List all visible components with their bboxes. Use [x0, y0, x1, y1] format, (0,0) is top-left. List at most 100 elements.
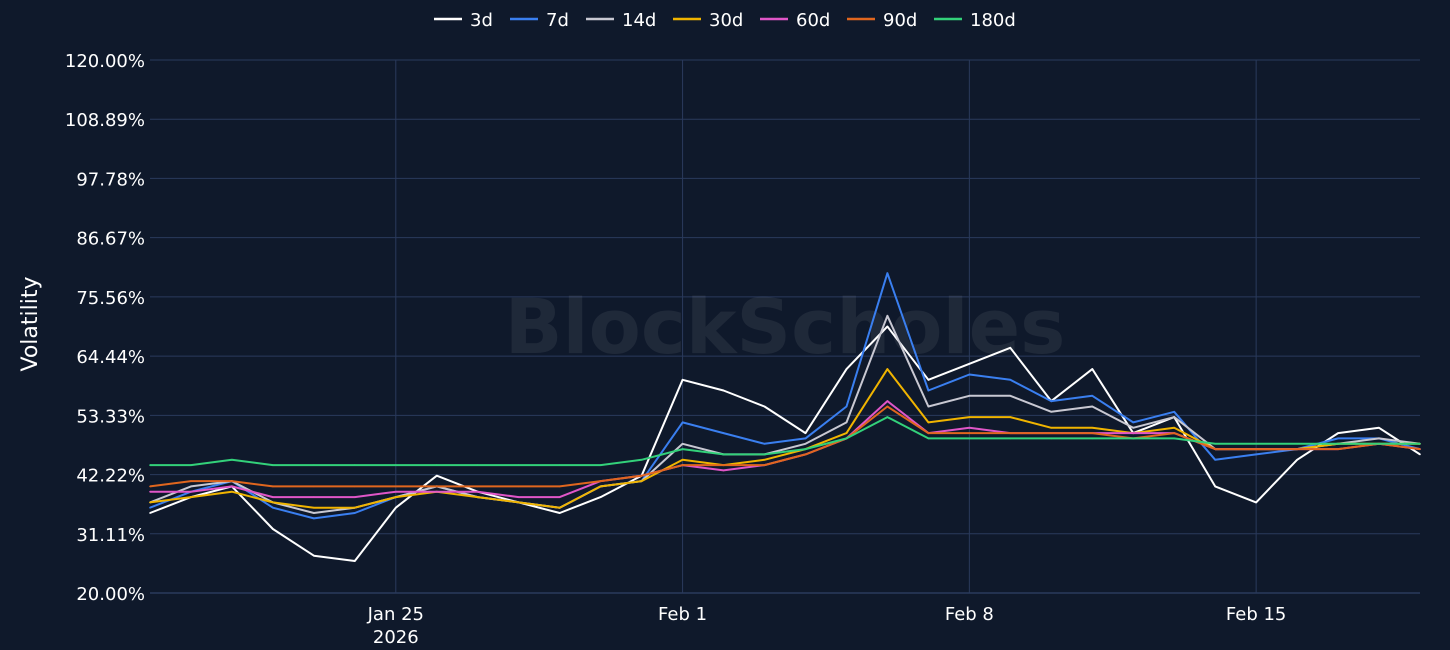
data-point-14d [927, 405, 930, 408]
data-point-180d [354, 464, 356, 466]
legend-item-60d[interactable]: 60d [760, 10, 830, 31]
data-point-14d [190, 485, 192, 488]
data-point-90d [272, 485, 274, 488]
data-point-90d [313, 485, 315, 488]
data-point-180d [886, 416, 889, 418]
data-point-3d [558, 512, 561, 514]
data-point-7d [354, 512, 356, 514]
data-point-90d [1214, 448, 1216, 450]
watermark-text: BlockScholes [505, 282, 1066, 371]
series-lines [149, 272, 1421, 562]
data-point-90d [558, 485, 561, 488]
data-point-90d [436, 485, 438, 488]
data-point-90d [927, 432, 930, 434]
data-point-180d [190, 464, 192, 466]
data-point-3d [599, 496, 602, 498]
data-point-30d [1173, 427, 1175, 429]
data-point-14d [1132, 427, 1134, 429]
data-point-90d [354, 485, 356, 488]
data-point-60d [517, 496, 520, 498]
data-point-90d [476, 485, 479, 488]
y-tick-label: 120.00% [65, 51, 145, 72]
data-point-90d [1173, 432, 1175, 434]
data-point-60d [722, 469, 725, 472]
data-point-7d [927, 389, 930, 392]
data-point-7d [1337, 437, 1339, 440]
data-point-180d [395, 464, 397, 466]
grid [150, 59, 1420, 594]
data-point-180d [1214, 443, 1216, 445]
legend-label: 180d [970, 10, 1016, 31]
data-point-30d [927, 421, 930, 424]
data-point-90d [763, 464, 766, 466]
data-point-14d [968, 395, 971, 397]
y-tick-label: 97.78% [76, 169, 145, 190]
data-point-7d [272, 506, 274, 509]
x-tick-label: Feb 8 [945, 604, 994, 625]
data-point-180d [804, 448, 807, 450]
legend-label: 14d [622, 10, 656, 31]
data-point-3d [1378, 427, 1380, 429]
data-point-180d [476, 464, 479, 466]
data-point-14d [886, 315, 889, 317]
x-tick-label: Jan 25 [367, 604, 424, 625]
data-point-30d [640, 480, 643, 482]
data-point-180d [1296, 443, 1298, 445]
data-point-3d [1255, 501, 1257, 504]
data-point-7d [1214, 459, 1216, 461]
series-line-180d [150, 416, 1420, 467]
y-axis-label: Volatility [18, 276, 43, 371]
data-point-7d [313, 517, 315, 520]
y-tick-label: 86.67% [76, 229, 145, 250]
data-point-14d [804, 443, 807, 445]
data-point-3d [1091, 368, 1094, 370]
data-point-180d [599, 464, 602, 466]
y-tick-label: 75.56% [76, 288, 145, 309]
data-point-3d [436, 474, 438, 477]
data-point-90d [395, 485, 397, 488]
data-point-60d [436, 490, 438, 493]
data-point-180d [517, 464, 520, 466]
data-point-180d [1255, 443, 1257, 445]
data-point-7d [1009, 379, 1012, 381]
data-point-7d [1173, 411, 1175, 413]
data-point-60d [272, 496, 274, 498]
data-point-7d [149, 506, 151, 509]
data-point-90d [886, 405, 889, 408]
data-point-3d [395, 506, 397, 509]
legend-item-3d[interactable]: 3d [434, 10, 493, 31]
data-point-3d [804, 432, 807, 434]
data-point-3d [886, 325, 889, 328]
data-point-3d [968, 363, 971, 365]
data-point-14d [1091, 405, 1094, 408]
data-point-7d [886, 272, 889, 275]
data-point-14d [1378, 437, 1380, 440]
data-point-3d [1337, 432, 1339, 434]
y-tick-label: 53.33% [76, 406, 145, 427]
data-point-180d [1050, 437, 1053, 440]
data-point-30d [395, 496, 397, 498]
y-tick-label: 31.11% [76, 525, 145, 546]
data-point-60d [558, 496, 561, 498]
data-point-180d [927, 437, 930, 440]
data-point-30d [886, 368, 889, 370]
legend: 3d 7d 14d 30d 60d 90d 180d [434, 10, 1016, 31]
legend-item-7d[interactable]: 7d [510, 10, 569, 31]
data-point-7d [1132, 421, 1134, 424]
legend-item-30d[interactable]: 30d [673, 10, 743, 31]
legend-item-90d[interactable]: 90d [847, 10, 917, 31]
data-point-3d [927, 379, 930, 381]
data-point-14d [681, 443, 684, 445]
data-point-90d [1419, 448, 1421, 450]
data-point-7d [804, 437, 807, 440]
legend-item-180d[interactable]: 180d [934, 10, 1016, 31]
data-point-3d [354, 560, 356, 562]
data-point-30d [149, 501, 151, 504]
data-point-3d [149, 512, 151, 514]
data-point-60d [886, 400, 889, 402]
data-point-180d [681, 448, 684, 450]
data-point-30d [968, 416, 971, 418]
legend-item-14d[interactable]: 14d [586, 10, 656, 31]
data-point-30d [272, 501, 274, 504]
